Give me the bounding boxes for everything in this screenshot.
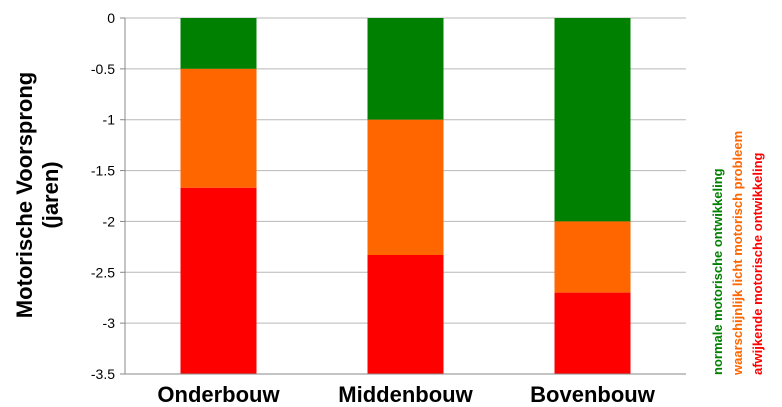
category-label: Bovenbouw	[530, 382, 656, 407]
y-tick-label: -3	[103, 315, 116, 331]
category-labels: Onderbouw Middenbouw Bovenbouw	[157, 382, 655, 407]
legend-entry: waarschijnlijk licht motorisch probleem	[730, 131, 745, 376]
axes	[124, 18, 686, 375]
bar-segment	[554, 18, 631, 222]
y-tick-label: -3.5	[91, 366, 115, 382]
bars	[180, 18, 631, 374]
y-tick-label: -1.5	[91, 163, 115, 179]
bar-segment	[180, 68, 257, 188]
y-tick-label: -0.5	[91, 61, 115, 77]
legend: normale motorische ontwikkeling waarschij…	[710, 131, 765, 376]
y-axis-label-line2: (jaren)	[38, 161, 63, 228]
bar-segment	[180, 187, 257, 374]
bar-segment	[367, 18, 444, 120]
legend-entry: afwijkende motorische ontwikkeling	[750, 152, 765, 375]
category-label: Middenbouw	[338, 382, 473, 407]
category-label: Onderbouw	[157, 382, 280, 407]
bar-segment	[554, 292, 631, 374]
y-tick-label: -1	[103, 112, 116, 128]
legend-entry: normale motorische ontwikkeling	[710, 168, 725, 375]
y-tick-label: 0	[107, 10, 115, 26]
bar-segment	[367, 254, 444, 374]
bar-segment	[180, 18, 257, 69]
y-tick-label: -2	[103, 213, 116, 229]
y-axis-label-line1: Motorische Voorsprong	[12, 72, 37, 319]
bar-segment	[554, 221, 631, 293]
y-tick-label: -2.5	[91, 264, 115, 280]
bar-segment	[367, 119, 444, 255]
y-tick-labels: 0 -0.5 -1 -1.5 -2 -2.5 -3 -3.5	[91, 10, 115, 382]
